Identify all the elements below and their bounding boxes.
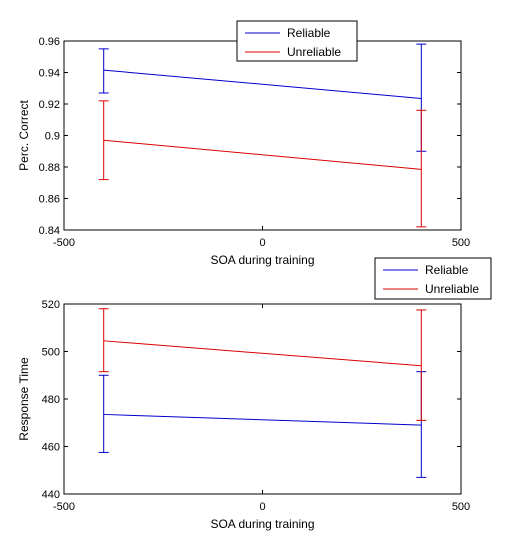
- x-tick-label: -500: [53, 237, 75, 249]
- x-tick-label: 500: [452, 237, 470, 249]
- legend-label: Reliable: [287, 26, 331, 40]
- legend: Reliable Unreliable: [374, 257, 492, 300]
- series-line: [103, 413, 422, 426]
- y-tick-label: 0.94: [39, 68, 60, 80]
- y-tick-label: 0.92: [39, 99, 60, 111]
- x-tick-label: -500: [53, 501, 75, 513]
- series-line: [103, 69, 422, 99]
- series-line: [103, 139, 422, 170]
- series-reliable: [98, 43, 427, 152]
- legend-label: Reliable: [425, 263, 469, 277]
- series-unreliable: [98, 100, 427, 228]
- y-tick-label: 460: [42, 442, 60, 454]
- y-axis-label: Response Time: [17, 357, 31, 441]
- x-tick-label: 500: [452, 501, 470, 513]
- y-tick-label: 0.96: [39, 36, 60, 48]
- plot-area: [63, 303, 462, 495]
- x-tick-label: 0: [259, 501, 265, 513]
- x-tick-label: 0: [259, 237, 265, 249]
- legend-box: [236, 20, 358, 62]
- x-axis-label: SOA during training: [210, 253, 314, 267]
- y-tick-label: 520: [42, 299, 60, 311]
- series-unreliable: [98, 308, 427, 421]
- legend-label: Unreliable: [425, 282, 479, 296]
- y-tick-label: 0.88: [39, 162, 60, 174]
- y-tick-label: 440: [42, 489, 60, 501]
- legend: Reliable Unreliable: [236, 20, 358, 62]
- series-reliable: [98, 371, 427, 478]
- series-line: [103, 340, 422, 367]
- chart-1: -500 0 500 0.84 0.86 0.88 0.9 0.92 0.94 0.96 SOA d…: [17, 20, 470, 267]
- plot-area: [63, 40, 462, 231]
- y-tick-label: 480: [42, 394, 60, 406]
- y-tick-label: 0.9: [45, 131, 60, 143]
- x-axis-label: SOA during training: [210, 517, 314, 531]
- y-tick-label: 0.86: [39, 194, 60, 206]
- legend-label: Unreliable: [287, 45, 341, 59]
- y-tick-label: 0.84: [39, 225, 60, 237]
- y-tick-label: 500: [42, 347, 60, 359]
- y-axis-label: Perc. Correct: [17, 99, 31, 170]
- chart-2: -500 0 500 440 460 480 500 520 SOA during traini…: [17, 257, 492, 531]
- legend-box: [374, 257, 492, 300]
